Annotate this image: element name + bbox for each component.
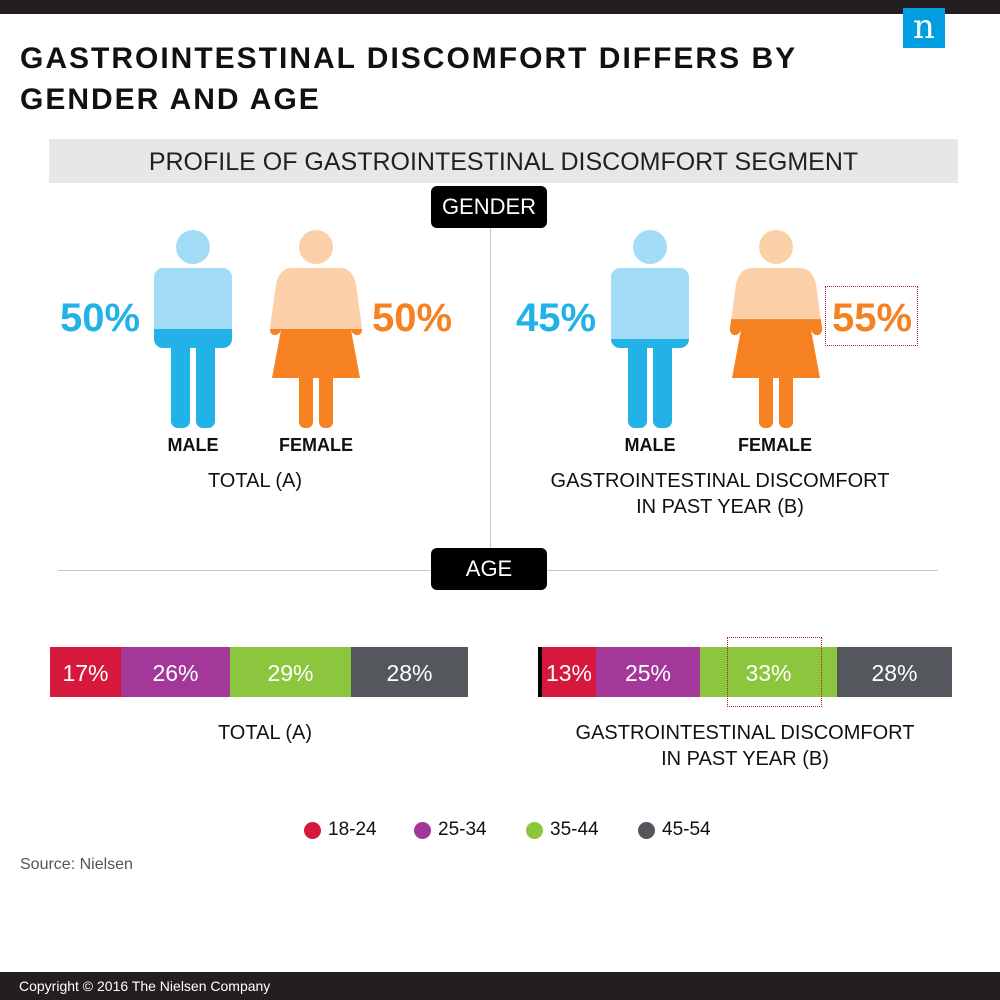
age-gi-label-line-2: IN PAST YEAR (B) [661,748,829,770]
vertical-divider [490,222,491,552]
female-label-gi: FEMALE [738,435,812,455]
age-segment-25-34: 25% [596,647,700,697]
male-label-total: MALE [167,435,219,455]
gender-total-label: TOTAL (A) [207,470,303,492]
nielsen-logo: n [903,8,945,48]
age-segment-35-44: 29% [230,647,351,697]
male-figure-shape [154,230,232,428]
legend-dot-25-34 [414,821,431,839]
figure-lower-fill [269,329,363,428]
legend-dot-35-44 [526,821,543,839]
top-bar [0,0,1000,14]
age-segment-18-24: 17% [50,647,121,697]
title-line-2: GENDER AND AGE [20,83,321,116]
page-title: GASTROINTESTINAL DISCOMFORT DIFFERS BY G… [20,38,880,120]
age-bar-gi: 13% 25% 33% 28% [538,647,952,697]
age-gi-label: GASTROINTESTINAL DISCOMFORT IN PAST YEAR… [545,720,945,772]
age-segment-other [538,647,542,697]
figure-lower-fill [611,338,689,428]
figure-upper-fill [269,230,363,329]
legend-label-35-44: 35-44 [550,819,599,840]
figure-upper-fill [154,230,232,329]
age-segment-25-34: 26% [121,647,230,697]
female-percent-gi: 55% [832,296,913,340]
age-section-label: AGE [431,548,547,590]
female-percent-total: 50% [372,296,453,340]
legend-dot-45-54 [638,821,655,839]
source-note: Source: Nielsen [20,856,133,873]
gender-gi-label: GASTROINTESTINAL DISCOMFORT IN PAST YEAR… [520,468,920,520]
figure-lower-fill [154,329,232,428]
legend-item-18-24: 18-24 [304,818,377,842]
age-segment-45-54: 28% [351,647,468,697]
male-percent-gi: 45% [516,296,597,340]
highlight-box-female [825,286,918,346]
age-segment-18-24: 13% [542,647,596,697]
legend-item-45-54: 45-54 [638,818,711,842]
legend-label-18-24: 18-24 [328,819,377,840]
female-figure-total [269,230,363,428]
age-segment-45-54: 28% [837,647,952,697]
legend-label-25-34: 25-34 [438,819,487,840]
footer-bar: Copyright © 2016 The Nielsen Company [0,972,1000,1000]
legend-dot-18-24 [304,821,321,839]
gender-section-label: GENDER [431,186,547,228]
age-legend: 18-24 25-34 35-44 45-54 [0,818,1000,844]
age-gi-label-line-1: GASTROINTESTINAL DISCOMFORT [575,722,915,744]
female-figure-shape [269,230,363,428]
highlight-box-age [727,637,822,707]
male-figure-shape [611,230,689,428]
age-segment-35-44: 33% [700,647,837,697]
legend-item-25-34: 25-34 [414,818,487,842]
female-figure-gi [729,230,823,428]
male-percent-total: 50% [60,296,141,340]
legend-item-35-44: 35-44 [526,818,599,842]
male-label-gi: MALE [624,435,676,455]
figure-upper-fill [729,230,823,320]
figure-lower-fill [729,319,823,428]
legend-label-45-54: 45-54 [662,819,711,840]
age-total-label: TOTAL (A) [217,722,313,744]
figure-upper-fill [611,230,689,339]
title-line-1: GASTROINTESTINAL DISCOMFORT DIFFERS BY [20,42,798,75]
gender-gi-label-line-1: GASTROINTESTINAL DISCOMFORT [550,470,890,492]
gender-gi-label-line-2: IN PAST YEAR (B) [636,496,804,518]
age-bar-total: 17% 26% 29% 28% [50,647,468,697]
subheading-banner: PROFILE OF GASTROINTESTINAL DISCOMFORT S… [49,139,958,183]
female-figure-shape [729,230,823,428]
male-figure-total [154,230,232,428]
female-label-total: FEMALE [279,435,353,455]
male-figure-gi [611,230,689,428]
copyright-text: Copyright © 2016 The Nielsen Company [19,978,271,994]
